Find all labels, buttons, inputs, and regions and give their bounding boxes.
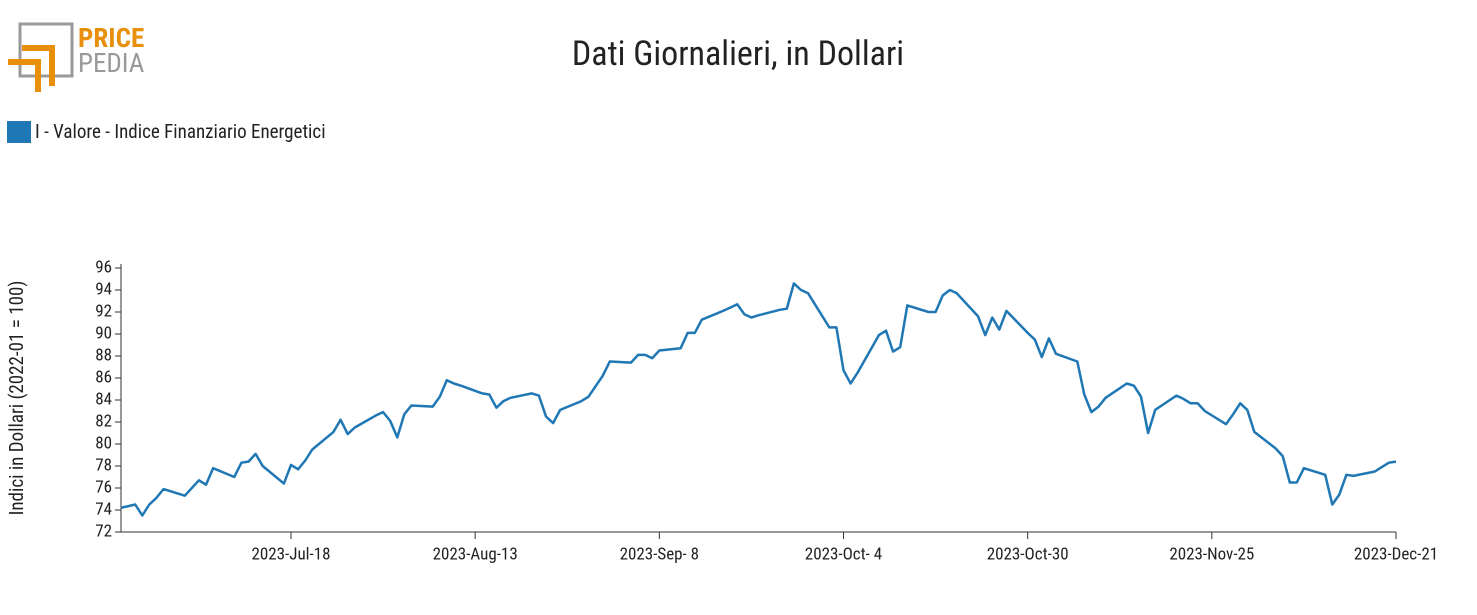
logo-corner (8, 59, 41, 92)
logo-corner (22, 45, 55, 86)
y-tick-label: 74 (95, 499, 112, 519)
y-tick-label: 96 (95, 257, 112, 277)
line-series (120, 282, 1397, 517)
logo: PRICE PEDIA (8, 22, 145, 92)
chart-title: Dati Giornalieri, in Dollari (572, 34, 904, 74)
x-tick-label: 2023-Jul-18 (251, 544, 330, 564)
y-tick-label: 90 (95, 323, 112, 343)
logo-text: PRICE (78, 22, 144, 54)
x-tick-label: 2023-Oct-30 (987, 544, 1069, 564)
x-tick-label: 2023-Oct- 4 (805, 544, 882, 564)
y-tick-label: 84 (95, 389, 112, 409)
y-tick-label: 94 (95, 279, 112, 299)
y-tick-label: 88 (95, 345, 112, 365)
y-tick-label: 78 (95, 455, 112, 475)
y-tick-label: 76 (95, 477, 112, 497)
y-tick-label: 86 (95, 367, 112, 387)
y-tick-label: 72 (95, 521, 112, 541)
logo-text: PEDIA (78, 47, 145, 79)
y-axis-label: Indici in Dollari (2022-01 = 100) (5, 281, 28, 516)
x-tick-label: 2023-Dec-21 (1354, 544, 1438, 564)
legend-swatch (7, 121, 31, 143)
x-tick-label: 2023-Aug-13 (433, 544, 518, 564)
x-tick-label: 2023-Sep- 8 (620, 544, 699, 564)
y-tick-label: 80 (95, 433, 112, 453)
legend-label: I - Valore - Indice Finanziario Energeti… (35, 120, 326, 143)
y-tick-label: 92 (95, 301, 112, 321)
logo-box (18, 22, 74, 78)
x-tick-label: 2023-Nov-25 (1169, 544, 1254, 564)
y-tick-label: 82 (95, 411, 112, 431)
